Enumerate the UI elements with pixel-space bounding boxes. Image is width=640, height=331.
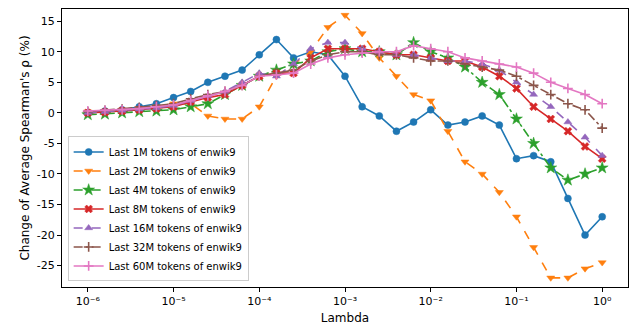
svg-text:Last 4M tokens of enwik9: Last 4M tokens of enwik9 (109, 185, 236, 196)
svg-text:-10: -10 (37, 168, 55, 181)
svg-text:Last 8M tokens of enwik9: Last 8M tokens of enwik9 (109, 204, 236, 215)
svg-text:0: 0 (48, 107, 55, 120)
svg-text:Last 60M tokens of enwik9: Last 60M tokens of enwik9 (109, 261, 242, 272)
svg-text:-25: -25 (37, 259, 55, 272)
svg-text:Last 32M tokens of enwik9: Last 32M tokens of enwik9 (109, 242, 242, 253)
svg-text:5: 5 (48, 76, 55, 89)
svg-text:10⁻⁶: 10⁻⁶ (76, 295, 101, 308)
svg-text:-20: -20 (37, 229, 55, 242)
svg-text:Last 2M tokens of enwik9: Last 2M tokens of enwik9 (109, 166, 236, 177)
svg-text:10⁻⁴: 10⁻⁴ (247, 295, 272, 308)
svg-text:-5: -5 (44, 137, 55, 150)
svg-text:10⁰: 10⁰ (593, 295, 612, 308)
svg-text:Last 16M tokens of enwik9: Last 16M tokens of enwik9 (109, 223, 242, 234)
svg-text:Last 1M tokens of enwik9: Last 1M tokens of enwik9 (109, 147, 236, 158)
svg-text:10⁻²: 10⁻² (419, 295, 443, 308)
svg-text:10⁻⁵: 10⁻⁵ (161, 295, 185, 308)
svg-text:10⁻³: 10⁻³ (333, 295, 357, 308)
svg-text:10: 10 (41, 46, 55, 59)
svg-text:10⁻¹: 10⁻¹ (504, 295, 528, 308)
svg-text:Lambda: Lambda (321, 311, 369, 325)
svg-text:Change of Average Spearman's ρ: Change of Average Spearman's ρ (%) (18, 35, 32, 260)
svg-text:15: 15 (41, 15, 55, 28)
svg-text:-15: -15 (37, 198, 55, 211)
